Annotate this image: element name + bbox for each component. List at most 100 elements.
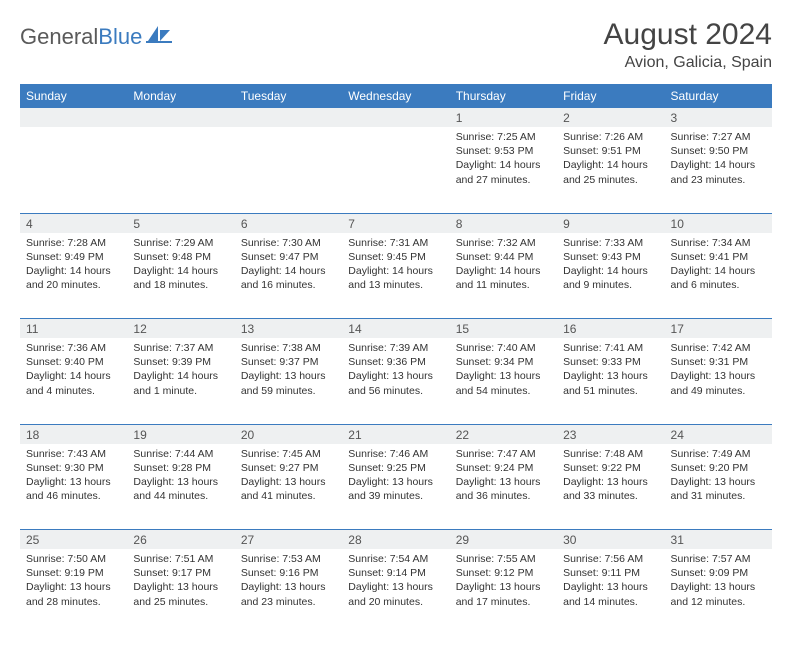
sunset-line: Sunset: 9:51 PM [563,145,641,157]
day-number-cell: 8 [450,213,557,233]
daylight-line: Daylight: 13 hours and 44 minutes. [133,476,218,502]
daylight-line: Daylight: 14 hours and 6 minutes. [671,265,756,291]
daylight-line: Daylight: 13 hours and 49 minutes. [671,370,756,396]
daylight-line: Daylight: 14 hours and 9 minutes. [563,265,648,291]
daylight-line: Daylight: 13 hours and 51 minutes. [563,370,648,396]
day-detail-cell: Sunrise: 7:38 AMSunset: 9:37 PMDaylight:… [235,338,342,424]
day-detail-cell: Sunrise: 7:45 AMSunset: 9:27 PMDaylight:… [235,444,342,530]
sunrise-line: Sunrise: 7:32 AM [456,237,536,249]
day-number-cell: 1 [450,108,557,127]
day-number-cell [342,108,449,127]
sunset-line: Sunset: 9:16 PM [241,567,319,579]
sunrise-line: Sunrise: 7:44 AM [133,448,213,460]
day-detail-cell: Sunrise: 7:25 AMSunset: 9:53 PMDaylight:… [450,127,557,213]
sunrise-line: Sunrise: 7:26 AM [563,131,643,143]
logo-text-blue: Blue [98,24,142,50]
day-detail-cell: Sunrise: 7:44 AM Sunset: 9:28 PM Daylight:… [127,444,234,530]
sunset-line: Sunset: 9:28 PM [133,462,211,474]
day-detail-cell: Sunrise: 7:41 AMSunset: 9:33 PMDaylight:… [557,338,664,424]
day-number-cell: 5 [127,213,234,233]
day-detail-cell: Sunrise: 7:40 AMSunset: 9:34 PMDaylight:… [450,338,557,424]
week-detail-row: Sunrise: 7:36 AM Sunset: 9:40 PM Daylight:… [20,338,772,424]
day-detail-cell [20,127,127,213]
day-number-cell: 2 [557,108,664,127]
week-detail-row: Sunrise: 7:50 AMSunset: 9:19 PMDaylight:… [20,549,772,635]
day-number-cell: 29 [450,530,557,550]
daylight-line: Daylight: 14 hours and 1 minute. [133,370,218,396]
day-detail-cell: Sunrise: 7:43 AMSunset: 9:30 PMDaylight:… [20,444,127,530]
day-number-cell: 10 [665,213,772,233]
week-daynum-row: 25262728293031 [20,530,772,550]
logo: GeneralBlue [20,18,172,50]
sunrise-line: Sunrise: 7:57 AM [671,553,751,565]
sunset-line: Sunset: 9:45 PM [348,251,426,263]
day-header-friday: Friday [557,84,664,108]
day-detail-cell: Sunrise: 7:36 AMSunset: 9:40 PMDaylight:… [20,338,127,424]
daylight-line: Daylight: 14 hours and 13 minutes. [348,265,433,291]
sunset-line: Sunset: 9:30 PM [26,462,104,474]
sunrise-line: Sunrise: 7:51 AM [133,553,213,565]
sunrise-line: Sunrise: 7:53 AM [241,553,321,565]
day-detail-cell [127,127,234,213]
sunset-line: Sunset: 9:39 PM [133,356,211,368]
sunset-line: Sunset: 9:49 PM [26,251,104,263]
sunset-line: Sunset: 9:43 PM [563,251,641,263]
sunset-line: Sunset: 9:11 PM [563,567,640,579]
logo-sail-icon [146,24,172,50]
day-number-cell: 24 [665,424,772,444]
day-number-cell: 26 [127,530,234,550]
daylight-line: Daylight: 14 hours and 27 minutes. [456,159,541,185]
sunrise-line: Sunrise: 7:36 AM [26,342,106,354]
sunrise-line: Sunrise: 7:31 AM [348,237,428,249]
sunset-line: Sunset: 9:36 PM [348,356,426,368]
day-number-cell: 14 [342,319,449,339]
day-detail-cell: Sunrise: 7:50 AMSunset: 9:19 PMDaylight:… [20,549,127,635]
title-block: August 2024 Avion, Galicia, Spain [604,18,772,72]
sunrise-line: Sunrise: 7:54 AM [348,553,428,565]
day-detail-cell: Sunrise: 7:55 AMSunset: 9:12 PMDaylight:… [450,549,557,635]
day-detail-cell: Sunrise: 7:47 AMSunset: 9:24 PMDaylight:… [450,444,557,530]
sunrise-line: Sunrise: 7:39 AM [348,342,428,354]
daylight-line: Daylight: 13 hours and 20 minutes. [348,581,433,607]
sunset-line: Sunset: 9:44 PM [456,251,534,263]
day-number-cell: 7 [342,213,449,233]
day-detail-cell: Sunrise: 7:56 AMSunset: 9:11 PMDaylight:… [557,549,664,635]
sunset-line: Sunset: 9:12 PM [456,567,534,579]
day-number-cell: 13 [235,319,342,339]
day-detail-cell: Sunrise: 7:27 AMSunset: 9:50 PMDaylight:… [665,127,772,213]
sunrise-line: Sunrise: 7:50 AM [26,553,106,565]
location: Avion, Galicia, Spain [604,54,772,72]
sunset-line: Sunset: 9:41 PM [671,251,749,263]
sunrise-line: Sunrise: 7:55 AM [456,553,536,565]
sunrise-line: Sunrise: 7:42 AM [671,342,751,354]
day-detail-cell: Sunrise: 7:28 AMSunset: 9:49 PMDaylight:… [20,233,127,319]
day-detail-cell: Sunrise: 7:49 AMSunset: 9:20 PMDaylight:… [665,444,772,530]
week-detail-row: Sunrise: 7:43 AMSunset: 9:30 PMDaylight:… [20,444,772,530]
daylight-line: Daylight: 13 hours and 12 minutes. [671,581,756,607]
day-detail-cell: Sunrise: 7:53 AMSunset: 9:16 PMDaylight:… [235,549,342,635]
day-detail-cell: Sunrise: 7:33 AM Sunset: 9:43 PM Daylight:… [557,233,664,319]
daylight-line: Daylight: 13 hours and 56 minutes. [348,370,433,396]
daylight-line: Daylight: 14 hours and 11 minutes. [456,265,541,291]
daylight-line: Daylight: 13 hours and 28 minutes. [26,581,111,607]
calendar-header-row: SundayMondayTuesdayWednesdayThursdayFrid… [20,84,772,108]
sunset-line: Sunset: 9:53 PM [456,145,534,157]
day-header-monday: Monday [127,84,234,108]
day-detail-cell: Sunrise: 7:42 AMSunset: 9:31 PMDaylight:… [665,338,772,424]
daylight-line: Daylight: 14 hours and 16 minutes. [241,265,326,291]
sunrise-line: Sunrise: 7:30 AM [241,237,321,249]
day-header-saturday: Saturday [665,84,772,108]
sunset-line: Sunset: 9:48 PM [133,251,211,263]
day-number-cell: 15 [450,319,557,339]
day-number-cell [127,108,234,127]
day-number-cell: 28 [342,530,449,550]
sunset-line: Sunset: 9:40 PM [26,356,104,368]
daylight-line: Daylight: 13 hours and 59 minutes. [241,370,326,396]
day-number-cell: 9 [557,213,664,233]
sunrise-line: Sunrise: 7:33 AM [563,237,643,249]
daylight-line: Daylight: 13 hours and 33 minutes. [563,476,648,502]
day-detail-cell [235,127,342,213]
day-number-cell: 25 [20,530,127,550]
day-detail-cell: Sunrise: 7:39 AM Sunset: 9:36 PM Daylight:… [342,338,449,424]
daylight-line: Daylight: 14 hours and 25 minutes. [563,159,648,185]
